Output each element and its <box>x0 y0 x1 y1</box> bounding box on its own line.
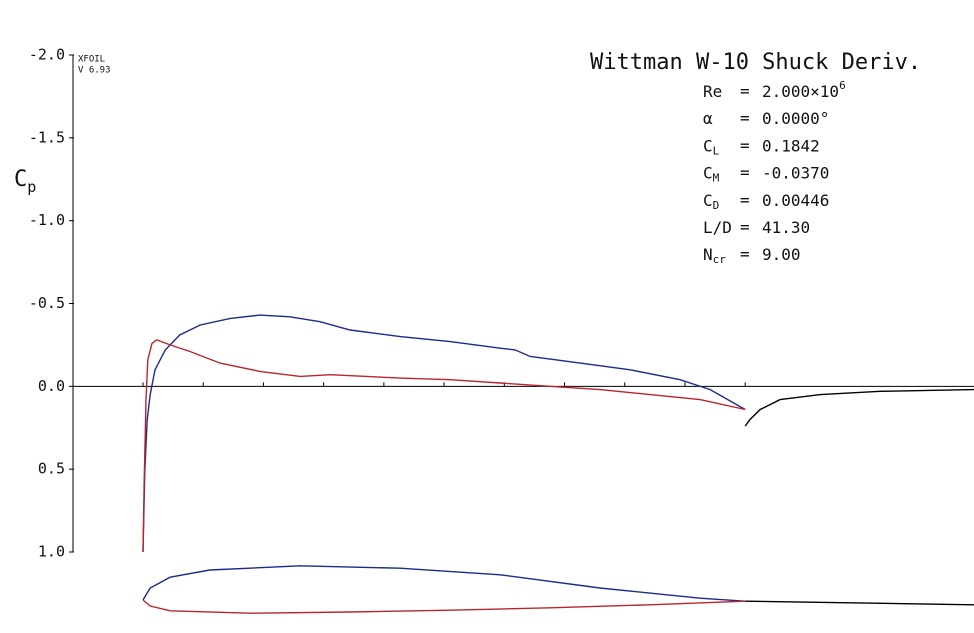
y-axis-label: Cp <box>14 167 36 196</box>
program-version: V 6.93 <box>78 66 111 76</box>
series-line <box>142 339 746 553</box>
info-name: α <box>703 109 713 128</box>
info-number: 9.00 <box>762 245 801 264</box>
info-symbol: α <box>703 109 713 128</box>
info-subscript: cr <box>713 253 727 266</box>
chart-title: Wittman W-10 Shuck Deriv. <box>590 50 921 75</box>
info-name: CL <box>703 136 720 158</box>
info-name: Re <box>703 82 722 101</box>
info-value: 0.0000° <box>762 109 829 128</box>
y-tick-label: -1.0 <box>29 211 65 229</box>
y-tick-label: -0.5 <box>29 294 65 312</box>
info-symbol: N <box>703 245 713 264</box>
info-equals: = <box>740 245 750 264</box>
info-value: 9.00 <box>762 245 801 264</box>
info-equals: = <box>740 190 750 209</box>
info-number: 0.0000° <box>762 109 829 128</box>
series-line <box>142 314 746 553</box>
y-tick-label: -2.0 <box>29 46 65 64</box>
info-subscript: M <box>713 172 720 185</box>
y-label-subscript: p <box>27 178 36 196</box>
info-symbol: L/D <box>703 218 732 237</box>
series-line <box>744 388 974 427</box>
info-value: 41.30 <box>762 218 810 237</box>
series-line <box>142 599 746 614</box>
y-tick-label: 0.0 <box>38 377 65 395</box>
y-tick-label: 1.0 <box>38 543 65 561</box>
program-name: XFOIL <box>78 55 105 65</box>
info-symbol: Re <box>703 82 722 101</box>
info-value: 0.00446 <box>762 190 829 209</box>
info-superscript: 6 <box>839 79 846 92</box>
info-equals: = <box>740 136 750 155</box>
y-tick-label: -1.5 <box>29 128 65 146</box>
info-symbol: C <box>703 136 713 155</box>
y-tick-label: 0.5 <box>38 460 65 478</box>
series-line <box>745 600 974 606</box>
info-symbol: C <box>703 190 713 209</box>
info-equals: = <box>740 109 750 128</box>
info-equals: = <box>740 163 750 182</box>
info-name: L/D <box>703 218 732 237</box>
info-value: -0.0370 <box>762 163 829 182</box>
info-number: 41.30 <box>762 218 810 237</box>
info-value: 0.1842 <box>762 136 820 155</box>
info-number: 0.1842 <box>762 136 820 155</box>
info-name: CD <box>703 190 719 212</box>
info-equals: = <box>740 218 750 237</box>
info-equals: = <box>740 82 750 101</box>
y-label-symbol: C <box>14 167 27 192</box>
info-symbol: C <box>703 163 713 182</box>
info-number: 2.000×10 <box>762 82 839 101</box>
info-subscript: D <box>713 199 720 212</box>
info-number: 0.00446 <box>762 190 829 209</box>
info-subscript: L <box>713 144 720 157</box>
info-name: CM <box>703 163 720 185</box>
series-line <box>142 565 746 602</box>
info-value: 2.000×106 <box>762 79 846 101</box>
info-name: Ncr <box>703 245 726 267</box>
info-number: -0.0370 <box>762 163 829 182</box>
